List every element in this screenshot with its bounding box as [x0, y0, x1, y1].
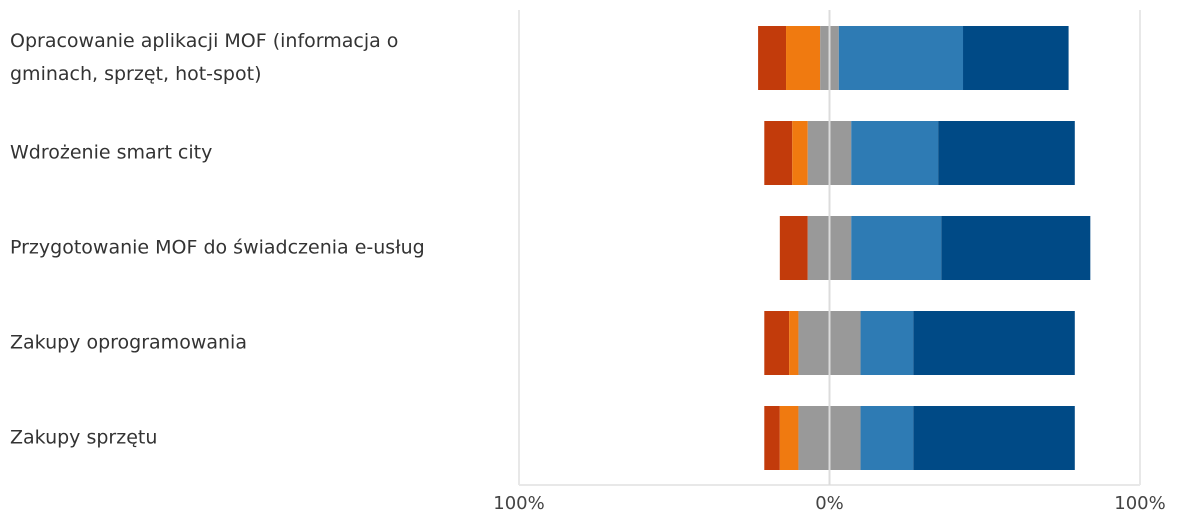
bar-segment [779, 406, 799, 470]
bar-segment [792, 121, 808, 185]
bar-segment [758, 26, 787, 90]
x-tick-label: 100% [1114, 493, 1165, 513]
bar-segment [851, 121, 939, 185]
bar-segment [851, 216, 942, 280]
bar-segment [963, 26, 1069, 90]
bar-segment [938, 121, 1075, 185]
bar-segment [860, 406, 914, 470]
category-label: Wdrożenie smart city [10, 141, 213, 164]
bar-segment [860, 311, 914, 375]
x-tick-label: 100% [493, 493, 544, 513]
bar-segment [779, 216, 808, 280]
bar-segment [941, 216, 1091, 280]
category-label: Opracowanie aplikacji MOF (informacja o … [10, 30, 399, 85]
bar-segment [913, 406, 1075, 470]
bar-segment [913, 311, 1075, 375]
category-label: Zakupy oprogramowania [10, 331, 247, 354]
category-label: Przygotowanie MOF do świadczenia e-usług [10, 236, 425, 259]
bar-segment [789, 311, 799, 375]
category-label: Zakupy sprzętu [10, 426, 158, 449]
x-tick-label: 0% [815, 493, 844, 513]
bar-segment [786, 26, 821, 90]
bar-segment [764, 311, 790, 375]
bar-segment [764, 406, 780, 470]
bar-segment [764, 121, 793, 185]
bar-segment [838, 26, 964, 90]
